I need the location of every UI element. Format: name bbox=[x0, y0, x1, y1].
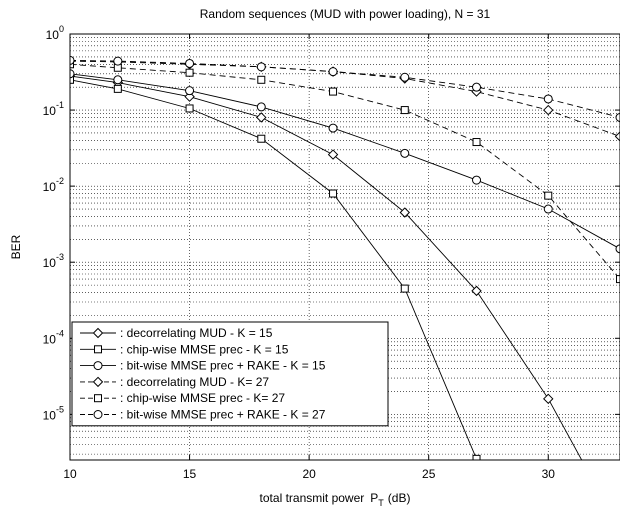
legend-marker-circle bbox=[93, 361, 103, 371]
data-point-square bbox=[472, 454, 481, 460]
legend-entry: : bit-wise MMSE prec + RAKE - K = 15 bbox=[80, 359, 326, 373]
legend-label: : chip-wise MMSE prec - K = 15 bbox=[120, 342, 289, 356]
legend-marker-square bbox=[94, 394, 102, 403]
y-tick-label: 10-2 bbox=[43, 176, 64, 194]
x-axis-label-symbol: P bbox=[370, 491, 378, 505]
plot-frame bbox=[69, 33, 620, 461]
legend-box bbox=[71, 321, 389, 427]
data-point-circle bbox=[543, 94, 553, 104]
legend-entry: : bit-wise MMSE prec + RAKE - K = 27 bbox=[80, 408, 326, 422]
x-axis-label-subscript: T bbox=[378, 498, 384, 508]
data-point-square bbox=[185, 68, 194, 77]
data-point-circle bbox=[472, 82, 482, 92]
data-point-circle bbox=[185, 86, 195, 96]
x-tick-label: 10 bbox=[63, 467, 77, 481]
legend-marker-circle bbox=[93, 410, 103, 419]
y-axis-label: BER bbox=[9, 234, 23, 259]
x-axis-label-unit: (dB) bbox=[388, 491, 411, 505]
data-point-diamond bbox=[543, 104, 554, 116]
data-point-square bbox=[472, 138, 481, 147]
data-point-square bbox=[329, 189, 338, 198]
data-point-square bbox=[544, 191, 553, 200]
data-point-circle bbox=[256, 62, 266, 72]
data-point-square bbox=[70, 75, 74, 84]
x-tick-label: 25 bbox=[422, 467, 436, 481]
data-point-diamond bbox=[471, 285, 482, 297]
data-point-diamond bbox=[399, 207, 410, 218]
data-point-circle bbox=[615, 244, 620, 254]
legend-label: : chip-wise MMSE prec - K= 27 bbox=[120, 391, 285, 405]
x-tick-label: 30 bbox=[542, 467, 556, 481]
chart-title: Random sequences (MUD with power loading… bbox=[200, 7, 491, 21]
data-point-circle bbox=[70, 55, 75, 65]
data-point-square bbox=[113, 84, 122, 93]
data-point-square bbox=[616, 275, 620, 284]
data-point-circle bbox=[256, 102, 266, 112]
data-point-diamond bbox=[327, 149, 339, 160]
x-axis-label: total transmit power PT (dB) bbox=[260, 491, 411, 508]
legend-label: : decorrelating MUD - K= 27 bbox=[120, 375, 269, 389]
y-tick-label: 10-5 bbox=[43, 404, 64, 422]
series-3 bbox=[70, 69, 620, 254]
data-point-diamond bbox=[614, 131, 620, 142]
data-point-square bbox=[400, 106, 409, 115]
data-point-square bbox=[257, 134, 266, 143]
legend-entry: : decorrelating MUD - K= 27 bbox=[80, 375, 269, 389]
legend-label: : bit-wise MMSE prec + RAKE - K = 27 bbox=[120, 408, 326, 422]
data-point-square bbox=[257, 75, 266, 84]
data-point-diamond bbox=[256, 112, 267, 123]
data-point-circle bbox=[472, 175, 482, 185]
data-point-circle bbox=[70, 69, 75, 79]
legend-label: : bit-wise MMSE prec + RAKE - K = 15 bbox=[120, 359, 326, 373]
legend-marker-square bbox=[94, 345, 102, 354]
axis-ticks: 10 15 20 25 30 100 10-1 10-2 10-3 10-4 10-5 bbox=[43, 24, 620, 481]
y-tick-label: 10-1 bbox=[43, 100, 64, 118]
x-axis-label-text: total transmit power bbox=[260, 491, 365, 505]
legend-marker-diamond bbox=[92, 327, 104, 339]
data-point-square bbox=[185, 104, 194, 113]
data-point-circle bbox=[328, 123, 338, 133]
plot-area bbox=[70, 55, 620, 460]
data-point-square bbox=[400, 284, 409, 293]
y-tick-label: 100 bbox=[46, 24, 64, 42]
legend: : decorrelating MUD - K = 15 : chip-wise … bbox=[71, 321, 389, 427]
legend-entry: : chip-wise MMSE prec - K = 15 bbox=[80, 342, 289, 356]
series-6 bbox=[70, 55, 620, 122]
legend-marker-diamond bbox=[92, 376, 104, 388]
y-tick-label: 10-4 bbox=[43, 328, 64, 346]
data-point-circle bbox=[543, 204, 553, 214]
data-point-circle bbox=[400, 72, 410, 82]
y-tick-label: 10-3 bbox=[43, 252, 64, 270]
series-2 bbox=[70, 75, 481, 460]
x-tick-label: 15 bbox=[183, 467, 197, 481]
data-point-circle bbox=[328, 67, 338, 77]
data-point-circle bbox=[185, 58, 195, 68]
data-point-circle bbox=[400, 148, 410, 158]
legend-label: : decorrelating MUD - K = 15 bbox=[120, 326, 273, 340]
legend-entry: : chip-wise MMSE prec - K= 27 bbox=[80, 391, 285, 405]
data-point-square bbox=[329, 87, 338, 96]
legend-entry: : decorrelating MUD - K = 15 bbox=[80, 326, 273, 340]
data-point-circle bbox=[615, 112, 620, 122]
data-point-circle bbox=[113, 56, 123, 66]
data-point-circle bbox=[113, 75, 123, 85]
x-tick-label: 20 bbox=[302, 467, 316, 481]
data-point-diamond bbox=[543, 393, 554, 405]
